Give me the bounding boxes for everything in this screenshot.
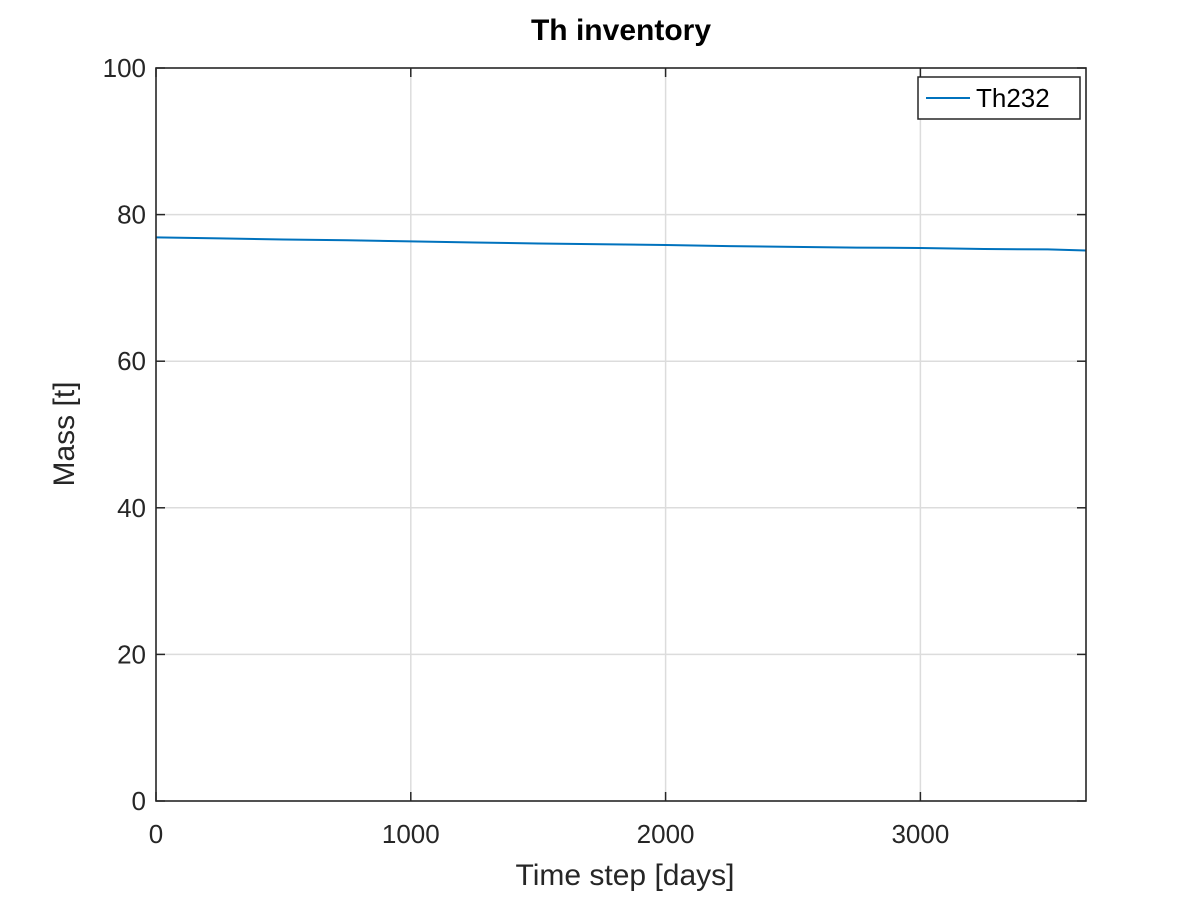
y-axis-label: Mass [t] <box>48 381 81 486</box>
legend-label-th232: Th232 <box>976 83 1050 113</box>
y-tick-label: 100 <box>103 53 146 83</box>
x-tick-label: 1000 <box>382 819 440 849</box>
y-tick-label: 40 <box>117 493 146 523</box>
x-tick-label: 0 <box>149 819 163 849</box>
y-tick-label: 20 <box>117 639 146 669</box>
tick-labels: 0 1000 2000 3000 0 20 40 60 80 100 <box>103 53 950 849</box>
ticks <box>155 67 1086 802</box>
legend[interactable]: Th232 <box>917 76 1081 120</box>
plot-frame <box>155 67 1087 802</box>
series-layer <box>155 236 1087 252</box>
series-line-th232 <box>155 236 1087 252</box>
plot-area <box>156 68 1086 801</box>
y-tick-label: 60 <box>117 346 146 376</box>
x-tick-label: 3000 <box>891 819 949 849</box>
x-tick-label: 2000 <box>637 819 695 849</box>
y-tick-label: 0 <box>132 786 146 816</box>
chart-title: Th inventory <box>531 14 711 47</box>
grid <box>156 68 1086 801</box>
x-axis-label: Time step [days] <box>516 859 735 892</box>
y-tick-label: 80 <box>117 200 146 230</box>
